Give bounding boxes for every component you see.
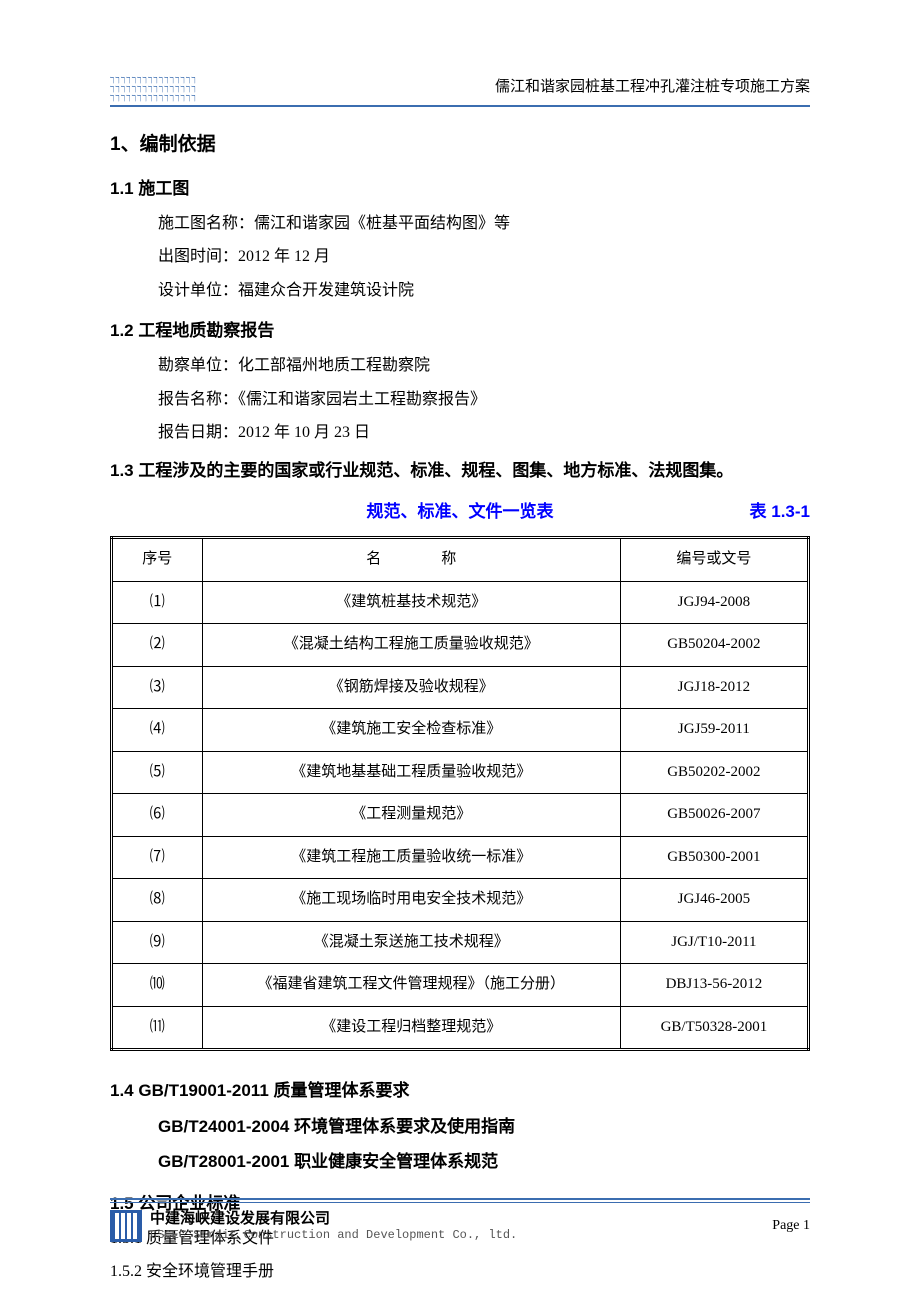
table-row: ⑷《建筑施工安全检查标准》JGJ59-2011 [112,709,809,752]
cell-code: JGJ/T10-2011 [620,921,808,964]
company-logo-icon [110,1210,142,1242]
header-doc-title: 儒江和谐家园桩基工程冲孔灌注桩专项施工方案 [495,75,810,102]
cell-code: JGJ59-2011 [620,709,808,752]
table-row: ⑹《工程测量规范》GB50026-2007 [112,794,809,837]
cell-idx: ⑺ [112,836,203,879]
s14-line1: GB/T24001-2004 环境管理体系要求及使用指南 [110,1109,810,1145]
cell-code: GB50026-2007 [620,794,808,837]
cell-idx: ⑼ [112,921,203,964]
page: ךךךךךךךךךךךךךךךך ךךךךךךךךךךךךךךךך ךךךךךך… [0,0,920,1289]
cell-name: 《工程测量规范》 [202,794,620,837]
footer-company-en: CSCEC Strait Construction and Developmen… [150,1228,517,1242]
s11-line3: 设计单位：福建众合开发建筑设计院 [110,274,810,308]
table-row: ⑶《钢筋焊接及验收规程》JGJ18-2012 [112,666,809,709]
footer-divider [110,1198,810,1200]
table-row: ⑸《建筑地基基础工程质量验收规范》GB50202-2002 [112,751,809,794]
cell-code: GB50202-2002 [620,751,808,794]
table-row: ⑺《建筑工程施工质量验收统一标准》GB50300-2001 [112,836,809,879]
cell-code: GB50300-2001 [620,836,808,879]
cell-name: 《建筑施工安全检查标准》 [202,709,620,752]
cell-name: 《建筑工程施工质量验收统一标准》 [202,836,620,879]
footer-company-block: 中建海峡建设发展有限公司 CSCEC Strait Construction a… [110,1210,517,1242]
cell-idx: ⑴ [112,581,203,624]
cell-name: 《施工现场临时用电安全技术规范》 [202,879,620,922]
cell-idx: ⑻ [112,879,203,922]
s12-line1: 勘察单位：化工部福州地质工程勘察院 [110,349,810,383]
s12-line3: 报告日期：2012 年 10 月 23 日 [110,416,810,450]
standards-table: 序号 名称 编号或文号 ⑴《建筑桩基技术规范》JGJ94-2008 ⑵《混凝土结… [110,536,810,1051]
cell-idx: ⑶ [112,666,203,709]
table-row: ⑵《混凝土结构工程施工质量验收规范》GB50204-2002 [112,624,809,667]
cell-idx: ⑸ [112,751,203,794]
cell-code: JGJ18-2012 [620,666,808,709]
cell-idx: ⑵ [112,624,203,667]
cell-idx: ⑾ [112,1006,203,1050]
s15-line2: 1.5.2 安全环境管理手册 [110,1255,810,1289]
section-1-4-title: 1.4 GB/T19001-2011 质量管理体系要求 [110,1073,810,1109]
cell-name: 《建筑桩基技术规范》 [202,581,620,624]
table-number: 表 1.3-1 [750,494,810,530]
s14-line2: GB/T28001-2001 职业健康安全管理体系规范 [110,1144,810,1180]
cell-code: GB/T50328-2001 [620,1006,808,1050]
cell-name: 《福建省建筑工程文件管理规程》（施工分册） [202,964,620,1007]
cell-code: DBJ13-56-2012 [620,964,808,1007]
cell-idx: ⑹ [112,794,203,837]
table-row: ⑽《福建省建筑工程文件管理规程》（施工分册）DBJ13-56-2012 [112,964,809,1007]
page-footer: 中建海峡建设发展有限公司 CSCEC Strait Construction a… [110,1198,810,1242]
table-row: ⑼《混凝土泵送施工技术规程》JGJ/T10-2011 [112,921,809,964]
table-caption-row: 规范、标准、文件一览表 表 1.3-1 [110,494,810,530]
s12-line2: 报告名称：《儒江和谐家园岩土工程勘察报告》 [110,383,810,417]
table-row: ⑻《施工现场临时用电安全技术规范》JGJ46-2005 [112,879,809,922]
section-1-title: 1、编制依据 [110,125,810,165]
table-caption: 规范、标准、文件一览表 [367,494,554,530]
cell-name: 《混凝土泵送施工技术规程》 [202,921,620,964]
section-1-1-title: 1.1 施工图 [110,171,810,207]
section-1-3-title: 1.3 工程涉及的主要的国家或行业规范、标准、规程、图集、地方标准、法规图集。 [110,456,810,487]
footer-company-cn: 中建海峡建设发展有限公司 [150,1210,517,1228]
cell-code: JGJ46-2005 [620,879,808,922]
page-header: ךךךךךךךךךךךךךךךך ךךךךךךךךךךךךךךךך ךךךךךך… [110,75,810,107]
content-body: 1、编制依据 1.1 施工图 施工图名称：儒江和谐家园《桩基平面结构图》等 出图… [110,125,810,1289]
table-row: ⑾《建设工程归档整理规范》GB/T50328-2001 [112,1006,809,1050]
footer-page-number: Page 1 [772,1218,810,1234]
table-header-row: 序号 名称 编号或文号 [112,538,809,582]
cell-name: 《混凝土结构工程施工质量验收规范》 [202,624,620,667]
cell-code: JGJ94-2008 [620,581,808,624]
col-header-idx: 序号 [112,538,203,582]
col-header-name: 名称 [202,538,620,582]
cell-name: 《钢筋焊接及验收规程》 [202,666,620,709]
header-pattern-icon: ךךךךךךךךךךךךךךךך ךךךךךךךךךךךךךךךך ךךךךךך… [110,75,196,102]
cell-idx: ⑽ [112,964,203,1007]
table-body: ⑴《建筑桩基技术规范》JGJ94-2008 ⑵《混凝土结构工程施工质量验收规范》… [112,581,809,1050]
s11-line1: 施工图名称：儒江和谐家园《桩基平面结构图》等 [110,207,810,241]
s11-line2: 出图时间：2012 年 12 月 [110,240,810,274]
cell-name: 《建筑地基基础工程质量验收规范》 [202,751,620,794]
cell-idx: ⑷ [112,709,203,752]
table-row: ⑴《建筑桩基技术规范》JGJ94-2008 [112,581,809,624]
cell-name: 《建设工程归档整理规范》 [202,1006,620,1050]
cell-code: GB50204-2002 [620,624,808,667]
section-1-2-title: 1.2 工程地质勘察报告 [110,313,810,349]
col-header-code: 编号或文号 [620,538,808,582]
